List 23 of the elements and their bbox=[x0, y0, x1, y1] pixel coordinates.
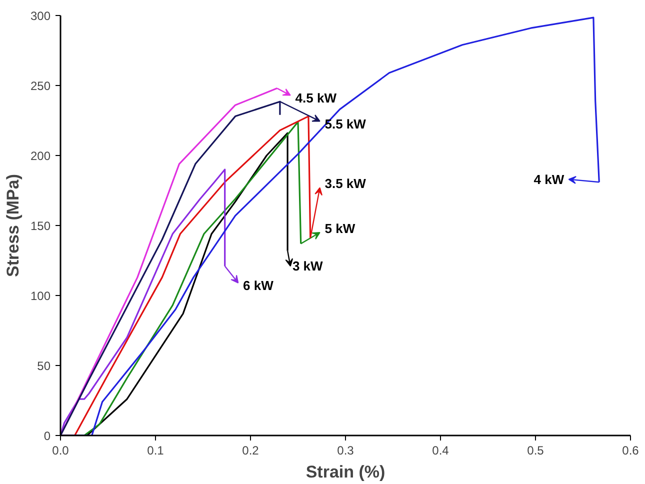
x-axis-title: Strain (%) bbox=[306, 462, 386, 482]
y-tick-label: 200 bbox=[30, 149, 51, 163]
y-tick-label: 50 bbox=[37, 359, 51, 373]
y-axis-title: Stress (MPa) bbox=[3, 174, 22, 277]
legend-label: 3 kW bbox=[292, 258, 324, 274]
x-tick-label: 0.0 bbox=[52, 444, 70, 458]
y-tick-label: 150 bbox=[30, 219, 51, 233]
y-tick-label: 250 bbox=[30, 79, 51, 93]
legend-label: 5.5 kW bbox=[324, 116, 367, 132]
legend-label: 4.5 kW bbox=[295, 90, 338, 106]
x-tick-label: 0.6 bbox=[622, 444, 640, 458]
x-tick-label: 0.1 bbox=[147, 444, 164, 458]
legend-label: 5 kW bbox=[324, 220, 356, 236]
y-tick-label: 100 bbox=[30, 289, 51, 303]
y-tick-label: 300 bbox=[30, 9, 51, 23]
legend-label: 3.5 kW bbox=[324, 176, 367, 191]
text: 4 kW bbox=[534, 172, 565, 187]
x-tick-label: 0.2 bbox=[242, 444, 260, 458]
legend-label: 6 kW bbox=[243, 278, 274, 294]
x-tick-label: 0.3 bbox=[337, 444, 354, 458]
y-tick-label: 0 bbox=[44, 429, 51, 443]
x-tick-label: 0.5 bbox=[527, 444, 544, 458]
x-tick-label: 0.4 bbox=[432, 444, 450, 458]
